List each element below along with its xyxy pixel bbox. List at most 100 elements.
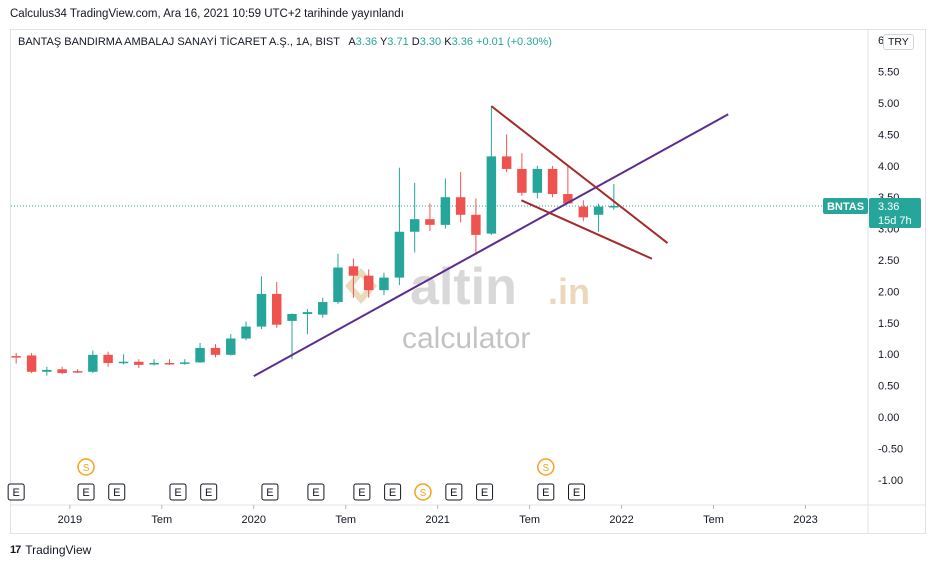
candle-body bbox=[195, 347, 205, 363]
publish-info: Calculus34 TradingView.com, Ara 16, 2021… bbox=[10, 8, 404, 20]
price-tick-label: 2.00 bbox=[878, 286, 899, 298]
dividend-marker-letter: S bbox=[420, 488, 427, 499]
candle-body bbox=[517, 168, 527, 193]
symbol-tag-label: BNTAS bbox=[827, 201, 864, 213]
time-tick-label: 2019 bbox=[58, 514, 82, 526]
candle-body bbox=[486, 156, 497, 234]
candle-body bbox=[88, 354, 98, 372]
time-tick-label: Tem bbox=[151, 514, 172, 526]
last-price-tag-value: 3.36 bbox=[878, 201, 899, 213]
earnings-marker-box bbox=[169, 483, 187, 501]
watermark-brand: altin bbox=[410, 258, 517, 316]
candle-body bbox=[532, 168, 543, 193]
change-value: +0.01 (+0.30%) bbox=[476, 36, 552, 48]
candle-body bbox=[180, 362, 190, 364]
earnings-marker-letter: E bbox=[266, 487, 273, 499]
dividend-marker-circle bbox=[414, 483, 432, 501]
tradingview-logo-icon: 17 bbox=[10, 544, 21, 556]
earnings-marker-box bbox=[77, 483, 95, 501]
candle-body bbox=[425, 219, 435, 225]
earnings-event-icon[interactable]: E bbox=[476, 483, 494, 501]
earnings-event-icon[interactable]: E bbox=[169, 483, 187, 501]
dividend-marker-circle bbox=[77, 458, 95, 476]
candles-group bbox=[11, 106, 619, 376]
candle-body bbox=[57, 369, 67, 374]
high-value: 3.71 bbox=[387, 36, 409, 48]
candle-body bbox=[72, 371, 83, 373]
earnings-event-icon[interactable]: E bbox=[353, 483, 371, 501]
earnings-marker-letter: E bbox=[312, 487, 319, 499]
close-label: K bbox=[444, 36, 452, 48]
candle-body bbox=[272, 293, 282, 325]
chart-frame bbox=[10, 29, 926, 534]
earnings-marker-letter: E bbox=[450, 487, 457, 499]
footer-branding[interactable]: 17 TradingView bbox=[10, 543, 91, 557]
earnings-marker-box bbox=[568, 483, 586, 501]
earnings-event-icon[interactable]: E bbox=[200, 483, 218, 501]
earnings-marker-box bbox=[537, 483, 555, 501]
earnings-event-icon[interactable]: E bbox=[77, 483, 95, 501]
dividend-event-icon[interactable]: S bbox=[77, 458, 95, 476]
candle-body bbox=[455, 197, 466, 215]
trend-line-support bbox=[253, 113, 729, 378]
trend-line-resistance bbox=[490, 105, 669, 244]
price-tick-label: 6 bbox=[878, 35, 884, 47]
candle-body bbox=[363, 275, 374, 291]
time-tick-label: 2023 bbox=[793, 514, 817, 526]
candle-body bbox=[440, 197, 451, 225]
earnings-event-icon[interactable]: E bbox=[445, 483, 463, 501]
earnings-event-icon[interactable]: E bbox=[7, 483, 25, 501]
dividend-event-icon[interactable]: S bbox=[537, 458, 555, 476]
time-tick-label: Tem bbox=[703, 514, 724, 526]
candle-body bbox=[164, 362, 175, 365]
earnings-event-icon[interactable]: E bbox=[537, 483, 555, 501]
price-tick-label: 4.00 bbox=[878, 161, 899, 173]
earnings-marker-box bbox=[200, 483, 218, 501]
currency-badge[interactable]: TRY bbox=[883, 34, 914, 50]
last-price-tag-bg bbox=[869, 197, 921, 228]
dividend-marker-letter: S bbox=[542, 463, 549, 474]
high-label: Y bbox=[379, 36, 388, 48]
earnings-event-icon[interactable]: E bbox=[384, 483, 402, 501]
bar-countdown-label: 15d 7h bbox=[878, 215, 912, 227]
earnings-marker-letter: E bbox=[113, 487, 120, 499]
price-tick-label: 4.50 bbox=[878, 129, 899, 141]
close-value: 3.36 bbox=[451, 36, 473, 48]
dividend-marker-circle bbox=[537, 458, 555, 476]
candle-body bbox=[226, 338, 236, 355]
watermark-subtitle: calculator bbox=[402, 322, 530, 355]
price-tick-label: 0.00 bbox=[878, 412, 899, 424]
candle-body bbox=[42, 369, 52, 372]
earnings-marker-letter: E bbox=[82, 487, 89, 499]
candle-body bbox=[394, 231, 405, 278]
earnings-marker-letter: E bbox=[389, 487, 396, 499]
earnings-marker-box bbox=[353, 483, 371, 501]
dividend-event-icon[interactable]: S bbox=[414, 483, 432, 501]
candle-body bbox=[287, 314, 297, 321]
price-tick-label: 5.00 bbox=[878, 98, 899, 110]
candle-body bbox=[348, 266, 359, 276]
earnings-event-icon[interactable]: E bbox=[568, 483, 586, 501]
time-tick-label: 2021 bbox=[425, 514, 449, 526]
earnings-event-icon[interactable]: E bbox=[108, 483, 126, 501]
open-value: 3.36 bbox=[355, 36, 378, 48]
candle-body bbox=[563, 194, 573, 204]
candle-body bbox=[103, 354, 113, 363]
candle-body bbox=[501, 156, 512, 169]
low-label: D bbox=[411, 36, 420, 48]
last-price-tag: 3.36 15d 7h bbox=[869, 197, 921, 228]
candle-body bbox=[578, 206, 589, 218]
candle-body bbox=[302, 312, 313, 315]
price-tick-label: -0.50 bbox=[878, 443, 903, 455]
symbol-tag-bg bbox=[823, 197, 868, 214]
earnings-event-icon[interactable]: E bbox=[307, 483, 325, 501]
candle-body bbox=[26, 355, 37, 372]
candle-body bbox=[149, 362, 159, 365]
earnings-event-icon[interactable]: E bbox=[261, 483, 279, 501]
earnings-marker-letter: E bbox=[358, 487, 365, 499]
trend-line-lower bbox=[520, 199, 653, 260]
earnings-marker-box bbox=[384, 483, 402, 501]
earnings-marker-letter: E bbox=[542, 487, 549, 499]
candle-body bbox=[256, 293, 267, 327]
